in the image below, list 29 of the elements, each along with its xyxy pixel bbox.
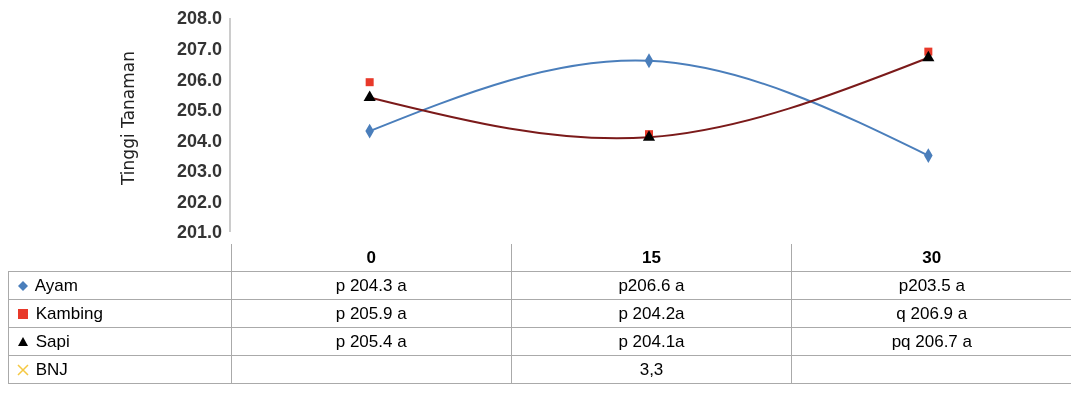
x-tick-label: 30 bbox=[791, 244, 1072, 272]
x-tick-label: 0 bbox=[231, 244, 512, 272]
point bbox=[363, 90, 376, 101]
data-label: p203.5 a bbox=[791, 271, 1072, 300]
y-tick-label: 203.0 bbox=[176, 161, 222, 182]
data-label: p206.6 a bbox=[511, 271, 792, 300]
legend-label: Kambing bbox=[34, 303, 103, 323]
data-label: p 204.3 a bbox=[231, 271, 512, 300]
data-label: pq 206.7 a bbox=[791, 327, 1072, 356]
data-label: p 205.9 a bbox=[231, 299, 512, 328]
y-tick-label: 201.0 bbox=[176, 222, 222, 243]
point bbox=[365, 78, 374, 87]
y-tick-label: 207.0 bbox=[176, 38, 222, 59]
data-label: q 206.9 a bbox=[791, 299, 1072, 328]
point bbox=[922, 50, 935, 62]
y-tick-label: 205.0 bbox=[176, 100, 222, 121]
text: 3,3 bbox=[639, 359, 664, 379]
y-tick-label: 202.0 bbox=[176, 191, 222, 212]
data-label: p 205.4 a bbox=[231, 327, 512, 356]
data-label: p 204.1a bbox=[511, 327, 792, 356]
y-tick-label: 208.0 bbox=[176, 8, 222, 29]
y-axis-title: Tinggi Tanaman bbox=[118, 51, 139, 186]
legend-label: Sapi bbox=[34, 331, 70, 351]
data-label: p 204.2a bbox=[511, 299, 792, 328]
legend-label: Ayam bbox=[33, 275, 78, 295]
y-tick-label: 204.0 bbox=[176, 130, 222, 151]
y-tick-label: 206.0 bbox=[176, 69, 222, 90]
x-tick-label: 15 bbox=[511, 244, 792, 272]
legend-label: BNJ bbox=[34, 359, 68, 379]
